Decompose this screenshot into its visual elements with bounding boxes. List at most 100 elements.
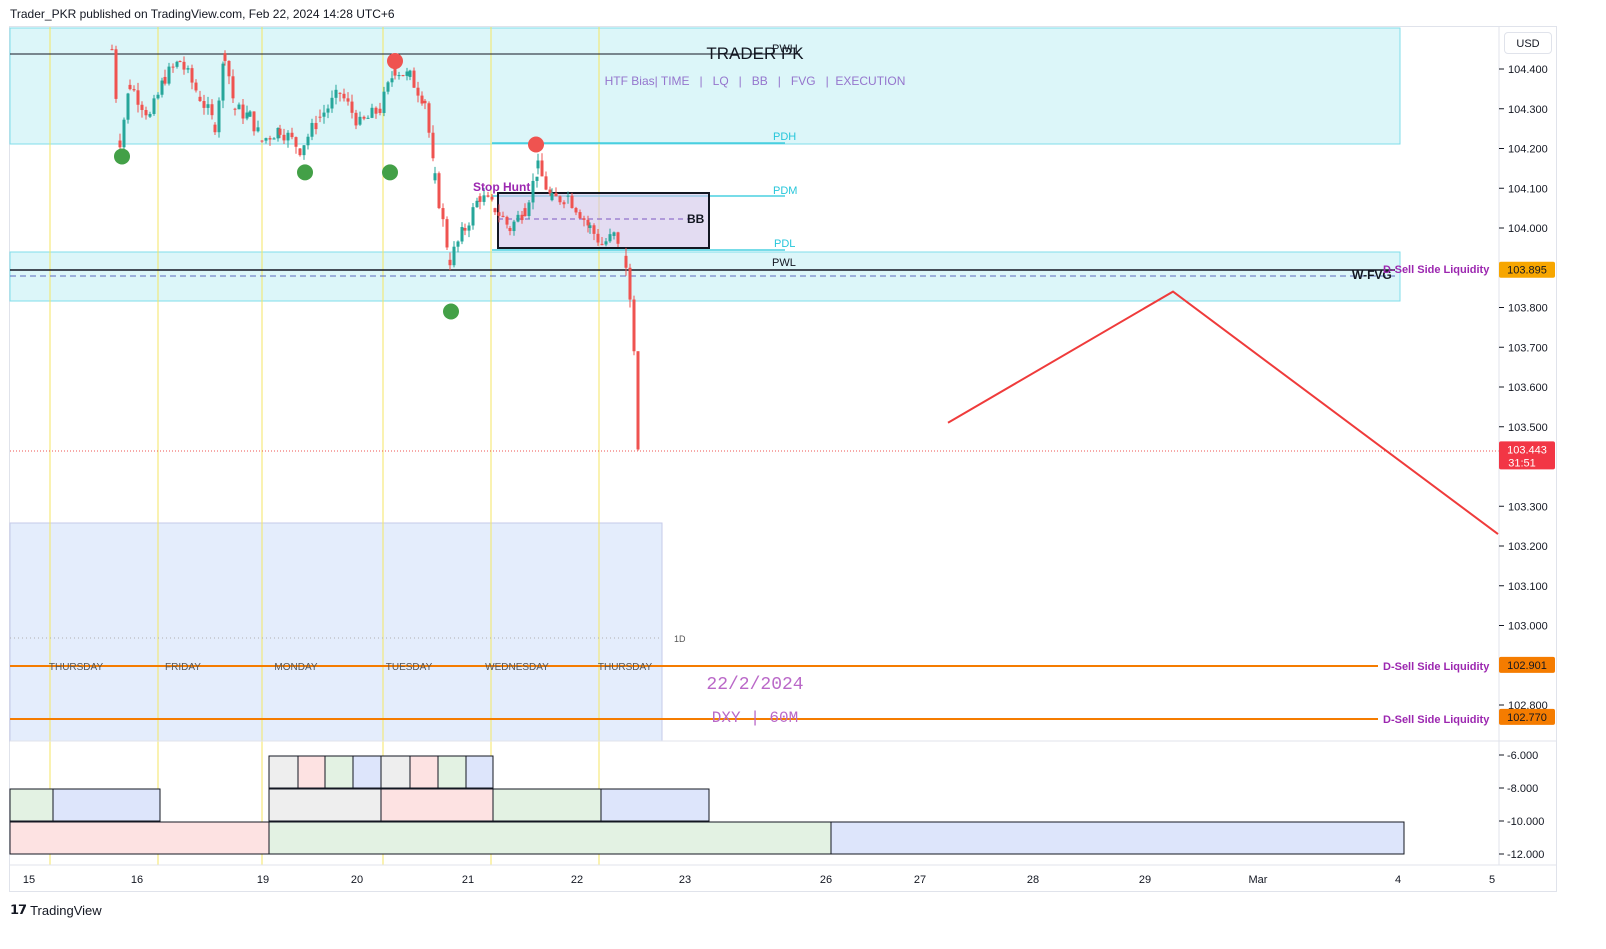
indicator-block: [324, 755, 354, 789]
candle-body: [326, 108, 330, 113]
candle-body: [286, 132, 290, 141]
candle-body: [160, 80, 164, 95]
candle-body: [330, 97, 334, 109]
indicator-block: [492, 788, 602, 822]
price-axis[interactable]: 104.400104.300104.200104.100104.000103.9…: [1499, 64, 1548, 712]
candle-body: [562, 202, 566, 205]
price-tick-label: 103.200: [1508, 541, 1548, 553]
candle-body: [370, 107, 374, 118]
label-bb: BB: [687, 212, 705, 226]
session-divider-lines: [49, 27, 600, 865]
candle-body: [608, 234, 612, 242]
swing-markers: [114, 53, 544, 320]
candle-body: [390, 78, 394, 83]
swing-high-marker: [528, 136, 544, 153]
candle-body: [136, 90, 140, 105]
candle-body: [456, 241, 460, 247]
candle-body: [544, 176, 548, 190]
candle-body: [516, 214, 520, 222]
indicator-block: [352, 755, 382, 789]
candle-body: [550, 193, 554, 201]
candles: [110, 44, 640, 451]
candle-body: [501, 215, 505, 217]
swing-high-marker: [387, 53, 403, 70]
time-tick-label: 28: [1027, 874, 1039, 886]
candle-body: [405, 71, 409, 76]
candle-body: [600, 243, 604, 245]
candle-body: [490, 196, 494, 200]
candle-body: [523, 208, 527, 217]
candle-body: [310, 122, 314, 137]
candle-body: [231, 76, 235, 99]
candle-body: [252, 111, 256, 132]
brand-name: TradingView: [30, 902, 102, 918]
indicator-pane: [9, 755, 1405, 855]
candle-body: [152, 98, 156, 114]
candle-body: [334, 89, 338, 98]
time-axis[interactable]: 15 16 19 20 21 22 23 26 27 28 29 Mar 4 5: [23, 874, 1495, 886]
candle-body: [497, 212, 501, 216]
weekday-labels: THURSDAY FRIDAY MONDAY TUESDAY WEDNESDAY THUR…: [49, 662, 653, 673]
candle-body: [586, 219, 590, 226]
candle-body: [527, 202, 531, 217]
time-tick-label: 21: [462, 874, 474, 886]
session-box: [9, 522, 663, 742]
candle-body: [167, 66, 171, 84]
liquidity-label-1: D-Sell Side Liquidity: [1383, 264, 1490, 276]
price-tick-label: 103.800: [1508, 303, 1548, 315]
label-pwl: PWL: [772, 257, 796, 269]
candle-body: [118, 140, 122, 148]
price-tick-label: 104.400: [1508, 64, 1548, 76]
candle-body: [322, 112, 326, 117]
swing-low-marker: [382, 164, 398, 181]
price-tick-label: 104.000: [1508, 223, 1548, 235]
time-tick-label: 22: [571, 874, 583, 886]
candle-body: [408, 70, 412, 77]
indicator-tick-label: -6.000: [1507, 750, 1538, 762]
candle-body: [268, 138, 272, 140]
price-tick-label: 104.100: [1508, 183, 1548, 195]
price-tick-label: 103.500: [1508, 422, 1548, 434]
liquidity-price-value: 103.895: [1507, 265, 1547, 277]
candle-body: [460, 227, 464, 242]
swing-low-marker: [297, 164, 313, 181]
indicator-tick-label: -12.000: [1507, 849, 1544, 861]
candle-body: [393, 69, 397, 76]
tradingview-logo-icon: 𝟭𝟳: [10, 902, 27, 917]
candle-body: [276, 127, 280, 139]
price-tick-label: 103.600: [1508, 382, 1548, 394]
swing-low-marker: [114, 148, 130, 165]
candle-body: [110, 49, 114, 51]
indicator-block: [830, 821, 1405, 855]
symbol-text: DXY | 60M: [712, 709, 798, 727]
price-tick-label: 104.200: [1508, 144, 1548, 156]
candle-body: [505, 216, 509, 225]
candle-body: [298, 148, 302, 156]
label-pdh: PDH: [773, 131, 796, 143]
candle-body: [512, 221, 516, 232]
candle-body: [202, 101, 206, 108]
candle-body: [554, 193, 558, 197]
currency-button[interactable]: USD: [1504, 32, 1552, 54]
indicator-block: [409, 755, 439, 789]
bb-box: [497, 192, 710, 249]
candle-body: [358, 116, 362, 125]
candle-body: [198, 96, 202, 102]
candle-body: [156, 94, 160, 99]
candle-body: [366, 117, 370, 119]
candle-body: [190, 68, 194, 83]
candle-body: [508, 228, 512, 232]
weekday-label: THURSDAY: [49, 662, 104, 673]
candle-body: [482, 195, 486, 202]
candle-body: [596, 233, 600, 243]
candle-body: [374, 107, 378, 114]
indicator-block: [600, 788, 710, 822]
time-tick-label: 26: [820, 874, 832, 886]
candle-body: [612, 232, 616, 236]
candle-body: [478, 196, 482, 202]
candle-body: [427, 103, 431, 133]
time-tick-label: 15: [23, 874, 35, 886]
label-pwh: PWH: [772, 43, 798, 55]
candle-body: [342, 93, 346, 99]
